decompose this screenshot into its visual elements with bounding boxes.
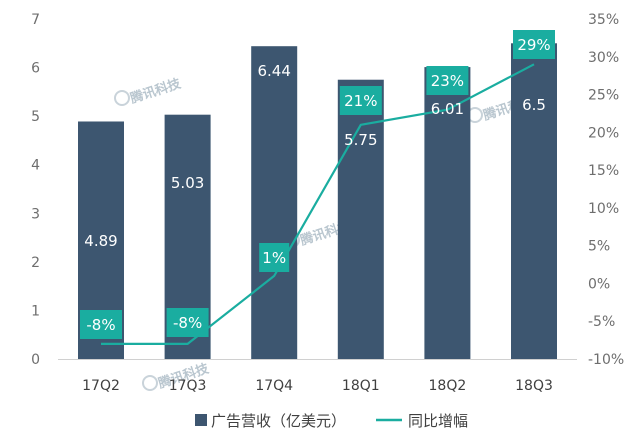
y-right-tick-3: 5% (588, 239, 610, 255)
y-left-tick-5: 5 (31, 109, 40, 125)
y-axis-right: -10% -5% 0% 5% 10% 15% 20% 25% 30% 35% (588, 12, 624, 368)
bar-value-label-18q2: 6.01 (431, 100, 464, 118)
y-right-tick-9: 35% (588, 12, 619, 28)
y-left-tick-3: 3 (31, 206, 40, 222)
y-right-tick-4: 10% (588, 201, 619, 217)
watermark-logo-0 (114, 90, 130, 106)
percent-label-18q3: 29% (517, 36, 550, 54)
percent-box-17q2 (80, 310, 122, 339)
watermark-text-0: 腾讯科技 (127, 75, 183, 107)
bar-value-label-17q3: 5.03 (171, 174, 204, 192)
x-tick-18q1: 18Q1 (342, 378, 380, 394)
x-tick-18q3: 18Q3 (515, 378, 553, 394)
percent-box-17q3 (166, 308, 209, 337)
percent-label-18q2: 23% (431, 72, 464, 90)
percent-label-18q1: 21% (344, 92, 377, 110)
bar-labels: 4.89 5.03 6.44 5.75 6.01 6.5 (84, 62, 546, 250)
y-left-tick-4: 4 (31, 158, 40, 174)
bar-series (78, 43, 557, 360)
legend-line-label: 同比增幅 (408, 412, 468, 430)
percent-label-17q2: -8% (86, 316, 115, 334)
percent-label-17q4: 1% (262, 249, 286, 267)
line-series (101, 63, 535, 345)
y-left-tick-7: 7 (31, 12, 40, 28)
y-left-tick-6: 6 (31, 61, 40, 77)
percent-labels: -8% -8% 1% 21% 23% 29% (80, 30, 555, 339)
y-right-tick-8: 30% (588, 50, 619, 66)
bar-value-label-17q2: 4.89 (84, 232, 117, 250)
x-tick-17q3: 17Q3 (169, 378, 207, 394)
x-axis-ticks: 17Q2 17Q3 17Q4 18Q1 18Q2 18Q3 (82, 378, 553, 394)
y-right-tick-7: 25% (588, 88, 619, 104)
y-right-tick-0: -10% (588, 352, 624, 368)
y-right-tick-5: 15% (588, 163, 619, 179)
y-axis-left: 0 1 2 3 4 5 6 7 (31, 12, 40, 368)
y-left-tick-0: 0 (31, 352, 40, 368)
percent-box-18q2 (426, 66, 469, 95)
y-left-tick-1: 1 (31, 303, 40, 319)
y-right-tick-1: -5% (588, 314, 615, 330)
percent-label-17q3: -8% (173, 314, 202, 332)
y-right-tick-6: 20% (588, 125, 619, 141)
bar-18q2 (424, 67, 471, 359)
watermark-logo-3 (142, 375, 158, 391)
percent-box-18q1 (339, 86, 382, 115)
x-tick-18q2: 18Q2 (429, 378, 467, 394)
legend-bar-label: 广告营收（亿美元） (211, 412, 346, 430)
bar-value-label-18q3: 6.5 (522, 96, 546, 114)
bar-value-label-17q4: 6.44 (257, 62, 290, 80)
growth-line (101, 63, 535, 345)
bar-17q4 (251, 46, 298, 359)
x-tick-17q4: 17Q4 (255, 378, 293, 394)
legend: 广告营收（亿美元） 同比增幅 (195, 412, 468, 430)
percent-box-18q3 (513, 30, 555, 59)
percent-box-17q4 (259, 243, 290, 272)
y-right-tick-2: 0% (588, 276, 610, 292)
x-tick-17q2: 17Q2 (82, 378, 120, 394)
bar-value-label-18q1: 5.75 (344, 131, 377, 149)
bar-18q3 (511, 43, 557, 360)
y-left-tick-2: 2 (31, 255, 40, 271)
legend-bar-swatch (195, 414, 207, 426)
